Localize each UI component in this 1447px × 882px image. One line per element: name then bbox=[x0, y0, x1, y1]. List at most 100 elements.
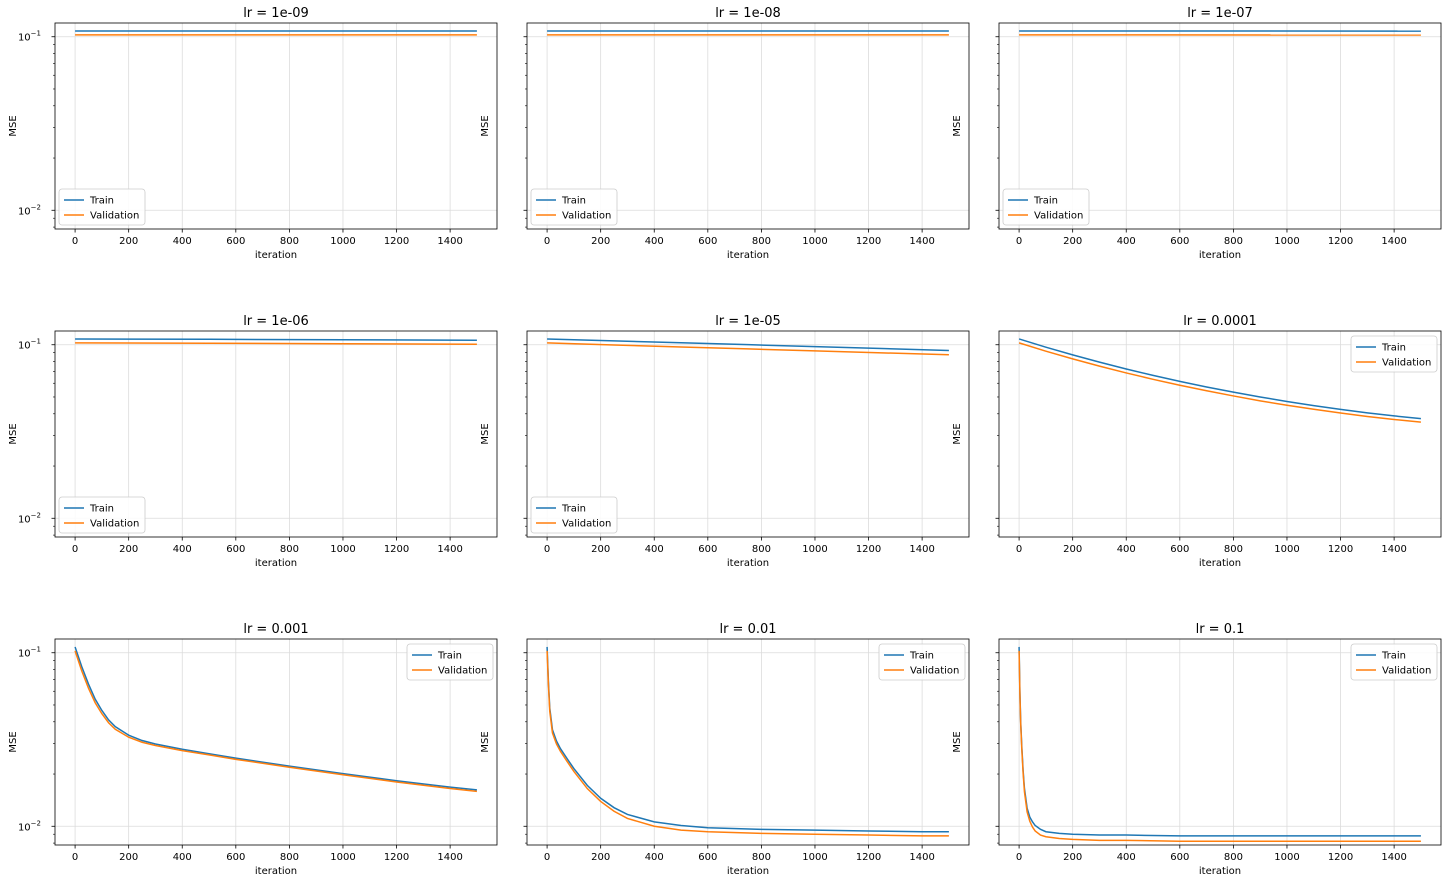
x-tick-label: 800 bbox=[280, 544, 299, 555]
axes-frame bbox=[54, 330, 498, 538]
legend-box bbox=[530, 496, 618, 534]
x-tick-label: 600 bbox=[226, 236, 245, 247]
y-tick-label: 10−2 bbox=[18, 203, 41, 217]
legend: Train Validation bbox=[1002, 188, 1090, 226]
x-tick-label: 1000 bbox=[1274, 852, 1299, 863]
y-tick-label: 10−2 bbox=[18, 511, 41, 525]
legend-label: Validation bbox=[562, 211, 611, 222]
legend: Train Validation bbox=[406, 643, 494, 681]
x-tick-label: 1200 bbox=[1328, 236, 1353, 247]
series-line-train bbox=[74, 646, 477, 791]
series-line-train bbox=[546, 646, 949, 833]
x-tick-label: 0 bbox=[1016, 544, 1022, 555]
x-tick-label: 0 bbox=[72, 852, 78, 863]
x-tick-label: 0 bbox=[544, 852, 550, 863]
legend-label: Validation bbox=[90, 211, 139, 222]
y-axis-label: MSE bbox=[952, 115, 963, 136]
x-tick-label: 800 bbox=[280, 852, 299, 863]
x-tick-label: 400 bbox=[645, 236, 664, 247]
legend-label: Train bbox=[89, 504, 114, 515]
x-tick-label: 1000 bbox=[802, 544, 827, 555]
series-line-validation bbox=[1018, 650, 1421, 842]
x-tick-label: 1200 bbox=[856, 236, 881, 247]
x-tick-label: 800 bbox=[1224, 544, 1243, 555]
x-tick-label: 800 bbox=[280, 236, 299, 247]
y-axis-label: MSE bbox=[952, 423, 963, 444]
axes-frame bbox=[998, 330, 1442, 538]
series-line-train bbox=[1018, 338, 1421, 420]
x-axis-label: iteration bbox=[727, 866, 769, 877]
legend-label: Train bbox=[1381, 651, 1406, 662]
subplot-title: lr = 0.1 bbox=[1196, 622, 1245, 637]
subplot: 0 200 400 600 800 1000 1200 1400 lr = 0.1 iterati… bbox=[952, 622, 1442, 877]
x-tick-label: 0 bbox=[72, 236, 78, 247]
axes-frame bbox=[54, 22, 498, 230]
x-tick-label: 1400 bbox=[909, 852, 934, 863]
subplot-title: lr = 0.001 bbox=[243, 622, 308, 637]
x-axis-label: iteration bbox=[1199, 250, 1241, 261]
subplot: 0 200 400 600 800 1000 1200 1400 10−1 10−2 lr = 1e… bbox=[8, 6, 498, 261]
y-axis-label: MSE bbox=[480, 731, 491, 752]
x-tick-label: 200 bbox=[119, 852, 138, 863]
legend-label: Validation bbox=[1382, 358, 1431, 369]
x-tick-label: 0 bbox=[1016, 236, 1022, 247]
x-tick-label: 800 bbox=[752, 544, 771, 555]
legend-label: Validation bbox=[438, 666, 487, 677]
x-tick-label: 200 bbox=[591, 236, 610, 247]
subplot-title: lr = 1e-05 bbox=[715, 314, 781, 329]
legend-box bbox=[1350, 335, 1438, 373]
x-tick-label: 600 bbox=[1170, 852, 1189, 863]
axes-frame bbox=[526, 330, 970, 538]
legend-label: Train bbox=[909, 651, 934, 662]
x-tick-label: 1400 bbox=[1381, 852, 1406, 863]
x-axis-label: iteration bbox=[727, 250, 769, 261]
y-axis-label: MSE bbox=[8, 423, 19, 444]
x-tick-label: 400 bbox=[173, 852, 192, 863]
subplot: 0 200 400 600 800 1000 1200 1400 lr = 0.01 iterat… bbox=[480, 622, 970, 877]
subplot: 0 200 400 600 800 1000 1200 1400 10−1 10−2 lr = 0.… bbox=[8, 622, 498, 877]
x-tick-label: 600 bbox=[698, 852, 717, 863]
x-tick-label: 1200 bbox=[856, 852, 881, 863]
series-line-train bbox=[75, 338, 477, 341]
legend-box bbox=[530, 188, 618, 226]
x-tick-label: 1400 bbox=[909, 544, 934, 555]
legend-label: Train bbox=[89, 196, 114, 207]
x-tick-label: 1000 bbox=[330, 852, 355, 863]
y-tick-label: 10−1 bbox=[18, 30, 41, 44]
x-axis-label: iteration bbox=[1199, 866, 1241, 877]
subplot: 0 200 400 600 800 1000 1200 1400 lr = 0.0001 iter… bbox=[952, 314, 1442, 569]
x-tick-label: 200 bbox=[1063, 236, 1082, 247]
y-axis-label: MSE bbox=[952, 731, 963, 752]
x-tick-label: 1200 bbox=[1328, 544, 1353, 555]
x-tick-label: 600 bbox=[226, 852, 245, 863]
legend-label: Validation bbox=[1034, 211, 1083, 222]
x-tick-label: 0 bbox=[1016, 852, 1022, 863]
legend-label: Train bbox=[561, 504, 586, 515]
legend: Train Validation bbox=[58, 496, 146, 534]
x-tick-label: 800 bbox=[752, 852, 771, 863]
legend-label: Validation bbox=[1382, 666, 1431, 677]
x-tick-label: 200 bbox=[1063, 852, 1082, 863]
x-tick-label: 1000 bbox=[330, 544, 355, 555]
subplot-title: lr = 0.0001 bbox=[1183, 314, 1257, 329]
x-tick-label: 400 bbox=[1117, 852, 1136, 863]
axes-frame bbox=[998, 22, 1442, 230]
legend-label: Train bbox=[437, 651, 462, 662]
x-tick-label: 1400 bbox=[437, 236, 462, 247]
legend-label: Validation bbox=[90, 519, 139, 530]
subplot: 0 200 400 600 800 1000 1200 1400 lr = 1e-07 itera… bbox=[952, 6, 1442, 261]
legend: Train Validation bbox=[530, 188, 618, 226]
legend-box bbox=[878, 643, 966, 681]
legend-label: Train bbox=[561, 196, 586, 207]
x-axis-label: iteration bbox=[255, 866, 297, 877]
x-tick-label: 1400 bbox=[909, 236, 934, 247]
legend-box bbox=[1002, 188, 1090, 226]
x-tick-label: 600 bbox=[1170, 236, 1189, 247]
x-tick-label: 1400 bbox=[1381, 544, 1406, 555]
series-line-validation bbox=[1018, 342, 1421, 423]
y-axis-label: MSE bbox=[480, 115, 491, 136]
x-axis-label: iteration bbox=[1199, 558, 1241, 569]
subplot: 0 200 400 600 800 1000 1200 1400 lr = 1e-08 itera… bbox=[480, 6, 970, 261]
x-tick-label: 400 bbox=[645, 544, 664, 555]
legend-box bbox=[406, 643, 494, 681]
